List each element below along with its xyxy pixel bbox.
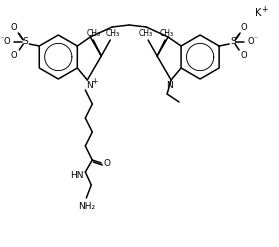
Text: ⁻: ⁻ [253, 36, 257, 42]
Text: O: O [104, 160, 111, 168]
Text: ⁻: ⁻ [1, 36, 4, 42]
Text: CH₃: CH₃ [160, 29, 174, 39]
Text: S: S [230, 38, 236, 46]
Text: HN: HN [71, 170, 84, 180]
Text: O: O [11, 23, 18, 33]
Text: O: O [241, 52, 247, 61]
Text: N: N [166, 81, 172, 89]
Text: K: K [255, 8, 261, 18]
Text: O: O [11, 52, 18, 61]
Text: CH₃: CH₃ [105, 29, 119, 39]
Text: S: S [22, 38, 28, 46]
Text: O: O [4, 38, 11, 46]
Text: NH₂: NH₂ [78, 202, 95, 210]
Text: +: + [261, 5, 267, 15]
Text: +: + [91, 78, 97, 86]
Text: O: O [241, 23, 247, 33]
Text: CH₃: CH₃ [86, 29, 100, 39]
Text: O: O [248, 38, 254, 46]
Text: N: N [86, 81, 93, 89]
Text: CH₃: CH₃ [139, 29, 153, 39]
